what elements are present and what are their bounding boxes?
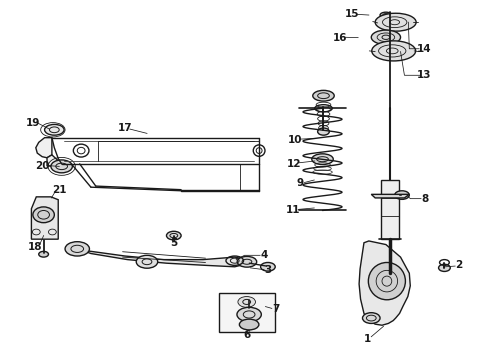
Ellipse shape [394, 191, 408, 199]
Ellipse shape [311, 154, 332, 165]
Text: 12: 12 [286, 158, 301, 168]
Polygon shape [358, 241, 409, 325]
Ellipse shape [44, 125, 64, 135]
Ellipse shape [237, 307, 261, 321]
Polygon shape [76, 248, 249, 267]
Text: 6: 6 [243, 330, 250, 340]
Text: 20: 20 [35, 161, 50, 171]
Ellipse shape [374, 13, 415, 31]
Ellipse shape [312, 90, 333, 101]
Ellipse shape [237, 256, 256, 267]
Ellipse shape [39, 251, 48, 257]
Text: 21: 21 [52, 185, 66, 195]
Ellipse shape [379, 12, 391, 18]
Ellipse shape [260, 262, 275, 271]
Ellipse shape [65, 242, 89, 256]
Polygon shape [31, 197, 58, 239]
Ellipse shape [371, 41, 415, 61]
Ellipse shape [317, 128, 329, 135]
Text: 16: 16 [332, 33, 346, 43]
Text: 5: 5 [170, 238, 177, 248]
Text: 18: 18 [27, 242, 42, 252]
Text: 9: 9 [296, 178, 303, 188]
Text: 10: 10 [287, 135, 302, 145]
Polygon shape [370, 194, 408, 198]
Text: 3: 3 [264, 265, 271, 275]
Text: 15: 15 [344, 9, 358, 19]
Text: 19: 19 [26, 118, 40, 128]
Text: 11: 11 [285, 205, 300, 215]
Text: 17: 17 [118, 123, 132, 133]
Bar [218, 293, 274, 332]
Ellipse shape [367, 262, 405, 300]
Text: 14: 14 [416, 44, 430, 54]
Ellipse shape [136, 255, 158, 268]
Text: 4: 4 [260, 250, 267, 260]
Bar [380, 180, 398, 239]
Polygon shape [47, 155, 61, 167]
Ellipse shape [362, 313, 379, 323]
Text: 7: 7 [271, 304, 279, 314]
Polygon shape [36, 138, 52, 158]
Ellipse shape [33, 207, 54, 223]
Text: 2: 2 [454, 260, 462, 270]
Ellipse shape [238, 297, 255, 307]
Ellipse shape [438, 264, 449, 271]
Ellipse shape [51, 160, 72, 173]
Ellipse shape [239, 319, 258, 330]
Text: 13: 13 [416, 70, 431, 80]
Text: 8: 8 [421, 194, 427, 204]
Text: 1: 1 [363, 333, 370, 343]
Ellipse shape [370, 30, 400, 44]
Ellipse shape [166, 231, 181, 240]
